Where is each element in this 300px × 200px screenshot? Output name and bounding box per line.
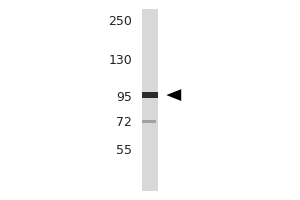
Text: 72: 72 (116, 116, 132, 129)
Text: 55: 55 (116, 144, 132, 157)
Polygon shape (166, 89, 181, 101)
Text: 95: 95 (116, 91, 132, 104)
Text: 130: 130 (108, 54, 132, 67)
Bar (142, 9, 158, 191)
Text: 250: 250 (108, 15, 132, 28)
Bar (142, 92, 158, 98)
Bar (142, 120, 156, 123)
